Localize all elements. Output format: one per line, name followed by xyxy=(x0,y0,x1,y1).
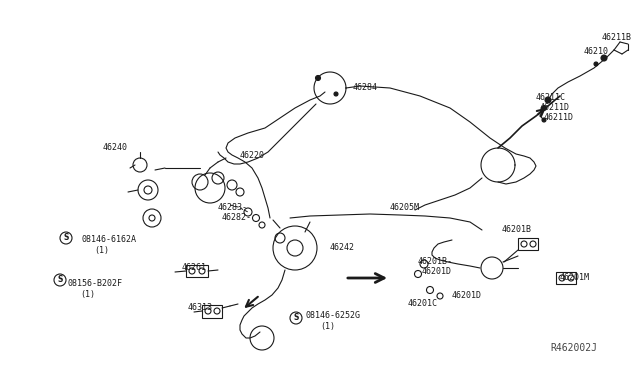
Text: 46240: 46240 xyxy=(103,144,128,153)
Text: (1): (1) xyxy=(94,246,109,254)
Text: 46282-: 46282- xyxy=(222,214,252,222)
Text: 46211D: 46211D xyxy=(540,103,570,112)
Bar xyxy=(186,265,208,277)
Circle shape xyxy=(290,312,302,324)
Circle shape xyxy=(334,92,338,96)
Text: 46201B-: 46201B- xyxy=(418,257,453,266)
Circle shape xyxy=(541,106,547,110)
Text: 46201D: 46201D xyxy=(452,292,482,301)
Text: 08156-B202F: 08156-B202F xyxy=(68,279,123,289)
Text: 46284: 46284 xyxy=(353,83,378,93)
Text: 46220: 46220 xyxy=(240,151,265,160)
Text: 46210: 46210 xyxy=(584,48,609,57)
Circle shape xyxy=(542,118,546,122)
Text: S: S xyxy=(63,234,68,243)
Text: 46201D: 46201D xyxy=(422,267,452,276)
Text: 46313: 46313 xyxy=(188,304,213,312)
Text: 46201C: 46201C xyxy=(408,299,438,308)
Text: 46242: 46242 xyxy=(330,244,355,253)
Text: 46211D: 46211D xyxy=(544,113,574,122)
Text: (1): (1) xyxy=(80,289,95,298)
Circle shape xyxy=(601,55,607,61)
Circle shape xyxy=(54,274,66,286)
Circle shape xyxy=(316,76,321,80)
Text: R462002J: R462002J xyxy=(550,343,597,353)
Bar xyxy=(556,272,576,284)
Bar xyxy=(202,305,222,318)
Text: 08146-6162A: 08146-6162A xyxy=(82,235,137,244)
Circle shape xyxy=(149,215,155,221)
Text: 46201B: 46201B xyxy=(502,225,532,234)
Text: 46283-: 46283- xyxy=(218,203,248,212)
Text: S: S xyxy=(293,314,299,323)
Text: (1): (1) xyxy=(320,321,335,330)
Circle shape xyxy=(437,293,443,299)
Circle shape xyxy=(60,232,72,244)
Circle shape xyxy=(545,97,551,103)
Text: 46261: 46261 xyxy=(182,263,207,273)
Text: 46205M: 46205M xyxy=(390,203,420,212)
Circle shape xyxy=(144,186,152,194)
Text: 46211B: 46211B xyxy=(602,33,632,42)
Text: 46211C: 46211C xyxy=(536,93,566,103)
Text: 46201M: 46201M xyxy=(560,273,590,282)
Bar xyxy=(518,238,538,250)
Circle shape xyxy=(594,62,598,66)
Text: 08146-6252G: 08146-6252G xyxy=(305,311,360,321)
Text: S: S xyxy=(58,276,63,285)
